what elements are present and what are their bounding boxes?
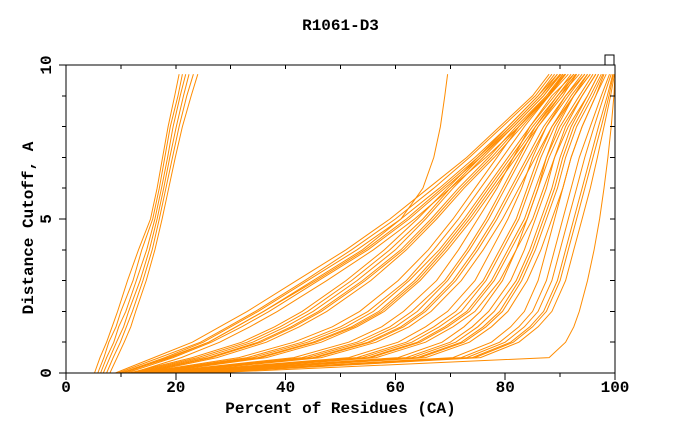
model-curve [164,73,588,374]
model-curve [183,73,604,374]
model-curve [134,73,562,374]
x-tick-label: 100 [600,379,630,397]
model-curve [153,73,577,374]
model-curve [151,73,575,374]
model-curve [148,73,575,374]
x-tick-label: 20 [166,379,186,397]
x-tick-label: 80 [495,379,515,397]
x-axis-label: Percent of Residues (CA) [225,400,456,418]
model-curve [170,73,594,374]
model-curve [142,73,566,374]
model-curve [142,73,569,374]
y-tick-label: 10 [38,55,56,75]
chart-title: R1061-D3 [302,17,379,35]
model-curve [194,74,612,374]
model-curve [109,74,199,374]
model-curve [118,73,553,374]
model-curve [94,74,180,374]
x-tick-label: 60 [385,379,405,397]
model-curve [203,74,615,374]
model-curve [137,73,564,374]
model-curve [128,73,558,374]
model-curve [100,74,187,374]
corner-notch [604,54,615,66]
model-curve [106,74,194,374]
model-curve [123,73,558,374]
x-tick-label: 40 [275,379,296,397]
model-curve [192,74,610,374]
model-curve [97,74,183,374]
model-curve [115,73,550,374]
model-curve [159,73,583,374]
x-tick-label: 0 [61,379,71,397]
y-tick-label: 0 [38,368,56,378]
model-curve [178,73,599,374]
model-curve [197,74,614,374]
model-curve [102,74,190,374]
model-curve [139,73,565,374]
y-axis-label: Distance Cutoff, A [20,141,38,315]
model-curve [173,73,597,374]
model-curve [162,73,586,374]
model-curve [151,73,576,374]
model-curve [181,73,602,374]
model-curve [173,73,591,374]
model-curve [175,73,597,374]
model-curve [200,74,614,374]
model-curve [189,73,607,374]
y-tick-label: 5 [38,214,56,224]
model-curve [140,73,566,374]
model-curve [167,73,591,374]
model-curve [131,73,561,374]
model-curve [156,73,580,374]
